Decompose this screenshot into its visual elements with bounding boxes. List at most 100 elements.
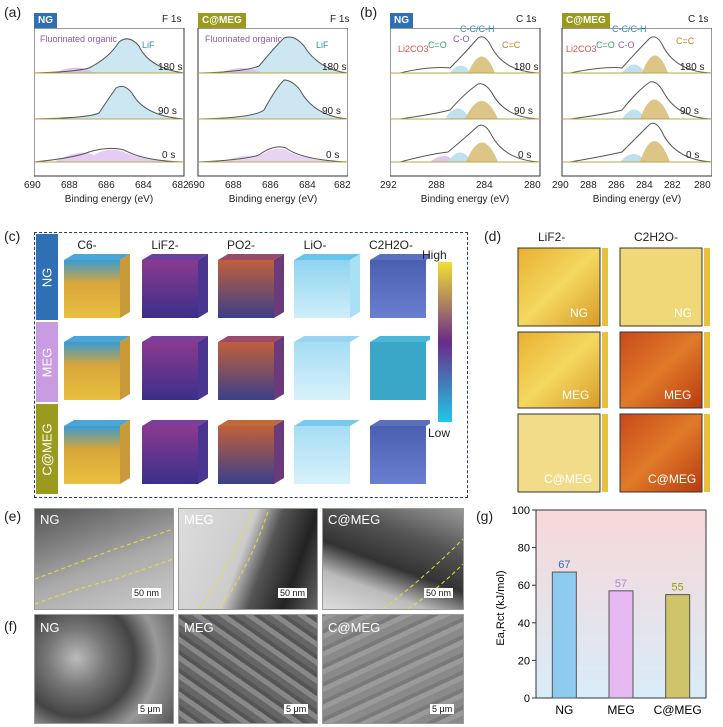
panel-a-tick: 686	[262, 180, 279, 191]
tem-scale-cmeg: 50 nm	[424, 588, 454, 598]
panel-b-tick: 282	[664, 180, 681, 191]
panel-a-tick: 686	[98, 180, 115, 191]
panel-a-xlabel-2: Binding energy (eV)	[228, 194, 318, 205]
xps-ng-180	[34, 38, 185, 74]
colorbar-high-label: High	[422, 248, 447, 262]
panel-b-time-0-2: 0 s	[686, 150, 700, 161]
colorbar-low-label: Low	[428, 426, 451, 440]
data-label: 57	[615, 578, 627, 590]
xps-ng-0	[34, 147, 185, 163]
sem-scale-cmeg: 5 μm	[430, 704, 455, 714]
x-tick-label: NG	[555, 703, 573, 717]
panel-d-maps	[517, 247, 710, 493]
panel-b-spectra	[390, 28, 712, 177]
bars: 67 NG 57 MEG 55 C@MEG	[551, 559, 702, 717]
panel-b-tick: 284	[476, 180, 493, 191]
tof-map-grid	[517, 247, 710, 493]
bar	[551, 571, 577, 699]
cube-row-meg	[64, 336, 430, 400]
panel-b-ann-li2co3-2: Li2CO3	[566, 44, 597, 54]
y-tick-label: 80	[518, 543, 530, 555]
map-label-cmeg-2: C@MEG	[648, 472, 697, 486]
xps-cmeg-180	[197, 36, 348, 74]
tem-label-cmeg: C@MEG	[328, 512, 381, 527]
panel-c-frame	[34, 232, 468, 498]
panel-c-row-cmeg: C@MEG	[36, 404, 58, 494]
panel-c-row-meg: MEG	[36, 322, 58, 402]
panel-b-title-1: C 1s	[516, 14, 537, 25]
activation-energy-bar-chart: 0 20 40 60 80 100 67 NG 57 MEG 55 C@MEG Ea,Rct (kJ…	[495, 505, 707, 717]
panel-b-time-0-1: 0 s	[518, 150, 532, 161]
panel-b-ann-co2-1: C=O	[428, 40, 447, 50]
map-label-ng-2: NG	[674, 306, 692, 320]
sem-scale-ng: 5 μm	[138, 704, 163, 714]
panel-b-tick: 288	[580, 180, 597, 191]
panel-a-title-2: F 1s	[330, 14, 350, 25]
panel-a-tick: 688	[225, 180, 242, 191]
tem-label-ng: NG	[40, 512, 60, 527]
panel-a-tick: 682	[334, 180, 351, 191]
y-tick-label: 40	[518, 618, 530, 630]
panel-b-tick: 290	[552, 180, 569, 191]
panel-b-tick: 288	[428, 180, 445, 191]
bar	[665, 594, 691, 699]
xps-frame	[34, 28, 185, 177]
panel-b-time-90-2: 90 s	[680, 106, 699, 117]
panel-b-time-90-1: 90 s	[514, 106, 533, 117]
panel-c-colorbar	[438, 262, 452, 422]
x-tick-label: C@MEG	[654, 703, 702, 717]
panel-b-ann-co-1: C-O	[453, 34, 470, 44]
xps-c-cmeg-0	[562, 122, 712, 163]
panel-b-ann-co2-2: C=O	[596, 40, 615, 50]
panel-a-ann-organic-2: Fluorinated organic	[205, 34, 283, 44]
map-label-cmeg-1: C@MEG	[544, 472, 593, 486]
panel-a-ann-lif-2: LiF	[316, 40, 329, 50]
panel-a-time-180-1: 180 s	[158, 62, 183, 73]
panel-b-xlabel-2: Binding energy (eV)	[592, 194, 682, 205]
x-tick-label: MEG	[607, 703, 634, 717]
y-axis: 0 20 40 60 80 100	[512, 505, 536, 705]
panel-b-label: (b)	[360, 4, 378, 20]
data-label: 67	[558, 559, 570, 571]
panel-b-ann-li2co3-1: Li2CO3	[398, 44, 429, 54]
panel-a-tag-cmeg: C@MEG	[198, 13, 246, 28]
panel-d-col-lif2: LiF2-	[538, 230, 566, 244]
tem-label-meg: MEG	[184, 512, 214, 527]
panel-a-tick: 690	[24, 180, 41, 191]
y-tick-label: 60	[518, 580, 530, 592]
panel-c-col-c2h2o: C2H2O-	[368, 238, 413, 252]
panel-b-ann-co-2: C-O	[618, 40, 635, 50]
map-label-meg-1: MEG	[562, 388, 590, 402]
panel-c-cubes	[64, 254, 430, 484]
y-tick-label: 20	[518, 655, 530, 667]
panel-c-col-lif2: LiF2-	[151, 238, 179, 252]
panel-c-col-c6: C6-	[77, 238, 97, 252]
panel-b-tag-ng: NG	[390, 13, 413, 28]
panel-a-title-1: F 1s	[162, 14, 182, 25]
panel-a-tick: 682	[172, 180, 189, 191]
panel-a-spectra	[34, 28, 348, 177]
xps-c-ng-90	[390, 83, 541, 120]
panel-a-xlabel-1: Binding energy (eV)	[64, 194, 154, 205]
tem-scale-meg: 50 nm	[278, 588, 308, 598]
y-tick-label: 100	[512, 505, 530, 517]
y-tick-label: 0	[524, 693, 530, 705]
panel-c-col-po2: PO2-	[226, 238, 255, 252]
panel-b-tick: 292	[380, 180, 397, 191]
map-label-meg-2: MEG	[664, 388, 692, 402]
panel-b-ann-cc-1: C=C	[502, 40, 521, 50]
panel-c-label: (c)	[4, 228, 21, 244]
panel-b-tick: 280	[694, 180, 711, 191]
panel-a-tick: 684	[135, 180, 152, 191]
map-label-ng-1: NG	[570, 306, 588, 320]
sem-label-ng: NG	[40, 620, 60, 635]
xps-frame	[561, 28, 712, 177]
panel-a-label: (a)	[4, 4, 22, 20]
cube-row-ng	[64, 254, 430, 318]
sem-scale-meg: 5 μm	[284, 704, 309, 714]
sem-label-cmeg: C@MEG	[328, 620, 381, 635]
panel-b-tick: 280	[524, 180, 541, 191]
panel-b-time-180-2: 180 s	[680, 62, 705, 73]
panel-b-time-180-1: 180 s	[514, 62, 539, 73]
panel-a-tick: 684	[299, 180, 316, 191]
